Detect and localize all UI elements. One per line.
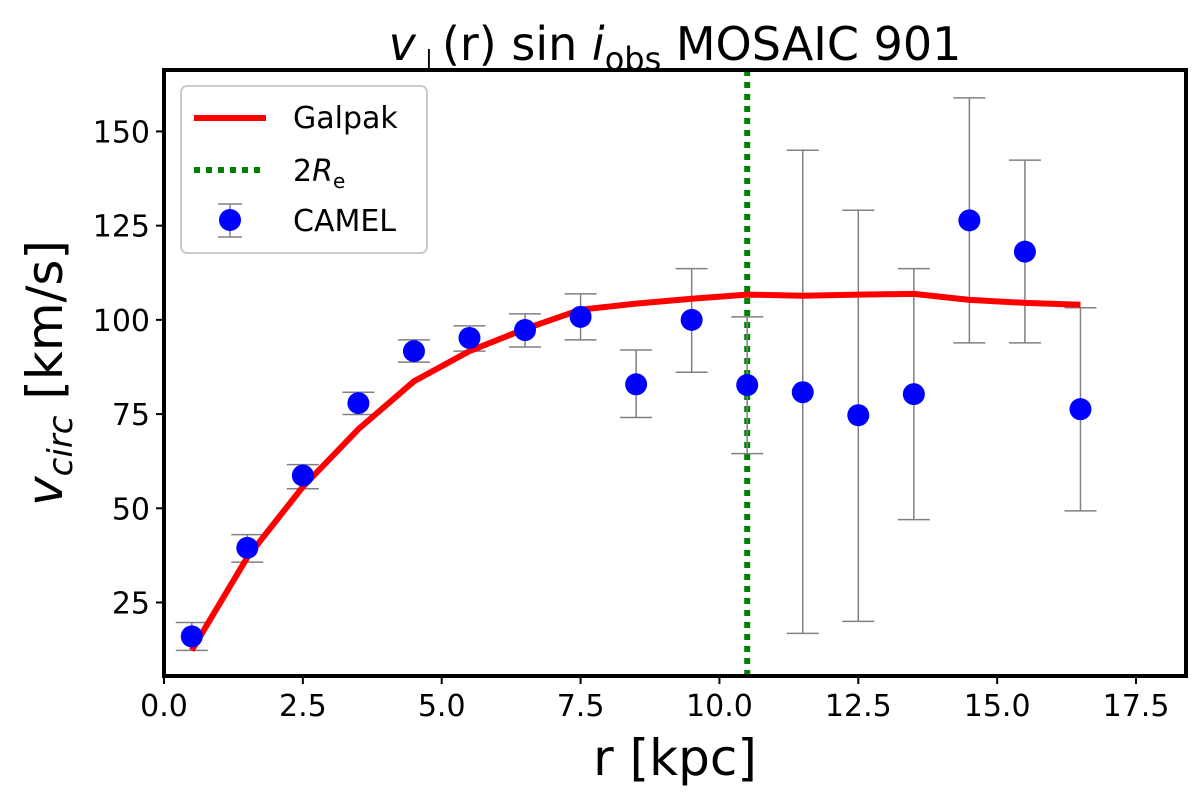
axes-frame <box>162 68 1188 678</box>
x-tick-label: 15.0 <box>964 689 1031 724</box>
camel-point <box>736 374 759 397</box>
y-tick-label: 125 <box>93 210 150 245</box>
camel-point <box>458 326 481 349</box>
y-tick-label: 50 <box>112 492 150 527</box>
x-tick-label: 12.5 <box>825 689 892 724</box>
camel-point <box>1069 398 1092 421</box>
camel-point <box>347 392 370 415</box>
x-tick-label: 7.5 <box>557 689 605 724</box>
y-tick-label: 25 <box>112 587 150 622</box>
legend: Galpak 2Re CAMEL <box>180 85 428 254</box>
legend-camel-label: CAMEL <box>293 204 396 239</box>
x-tick-label: 2.5 <box>279 689 327 724</box>
camel-point <box>291 464 314 487</box>
y-axis-label: vcirc [km/s] <box>16 240 81 506</box>
camel-point <box>569 305 592 328</box>
x-tick-label: 0.0 <box>140 689 188 724</box>
plot-area <box>175 70 1097 676</box>
galpak-line <box>189 290 1081 652</box>
camel-point <box>847 404 870 427</box>
camel-point <box>180 625 203 648</box>
camel-point <box>514 319 537 342</box>
legend-galpak-label: Galpak <box>293 101 398 136</box>
x-axis-label: r [kpc] <box>593 729 757 787</box>
x-tick-label: 5.0 <box>418 689 466 724</box>
legend-box <box>180 85 428 254</box>
ticks: 0.0 2.5 5.0 7.5 10.0 12.5 15.0 17.5 25 50 75 100 125… <box>93 115 1170 724</box>
y-tick-label: 150 <box>93 115 150 150</box>
x-tick-label: 17.5 <box>1103 689 1170 724</box>
legend-camel-marker <box>218 203 242 238</box>
camel-point <box>791 381 814 404</box>
y-tick-label: 100 <box>93 304 150 339</box>
camel-point <box>958 209 981 232</box>
camel-point <box>680 308 703 331</box>
y-tick-label: 75 <box>112 398 150 433</box>
camel-point <box>625 373 648 396</box>
camel-point <box>902 383 925 406</box>
legend-2re-label: 2Re <box>293 154 345 193</box>
camel-point <box>1013 240 1036 263</box>
camel-point <box>402 340 425 363</box>
x-tick-label: 10.0 <box>686 689 753 724</box>
camel-point <box>236 536 259 559</box>
